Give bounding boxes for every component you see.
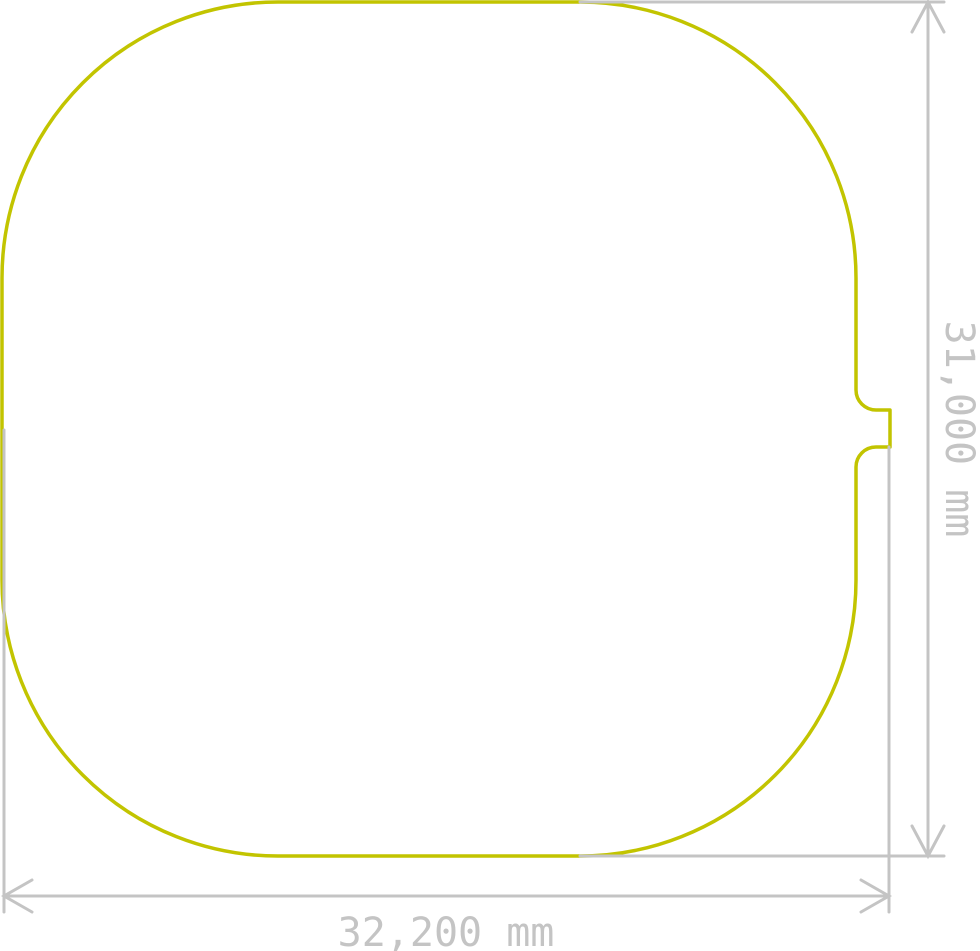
height-dimension: 31,000 mm xyxy=(578,0,980,860)
board-outline xyxy=(0,0,892,858)
width-arrow-right-icon xyxy=(859,878,893,914)
height-arrow-bottom-icon xyxy=(910,824,946,860)
width-label: 32,200 mm xyxy=(338,910,555,951)
width-arrow-left-icon xyxy=(0,878,34,914)
height-arrow-top-icon xyxy=(910,0,946,34)
height-label: 31,000 mm xyxy=(936,321,980,538)
width-dimension: 32,200 mm xyxy=(0,428,893,951)
